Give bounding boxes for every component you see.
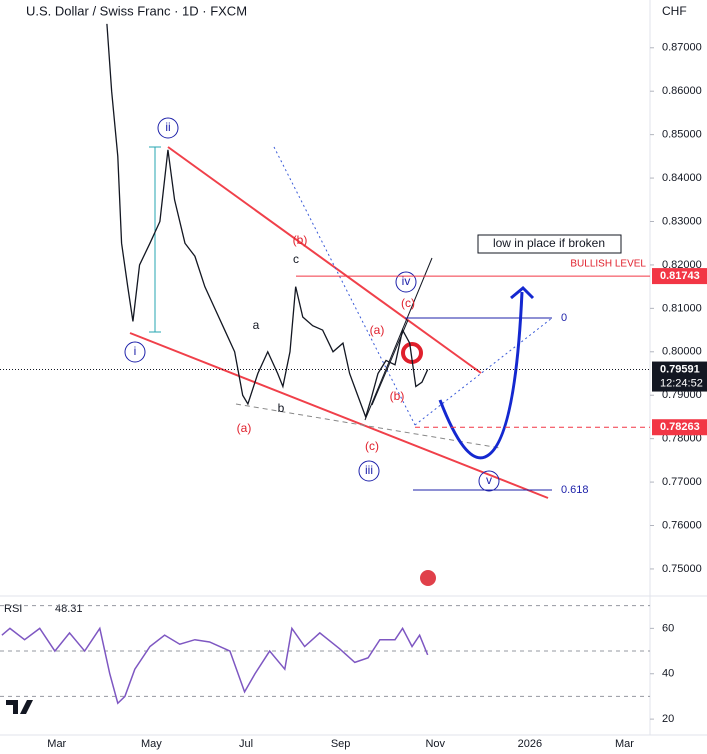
rsi-value: 48.31 [55, 603, 83, 615]
fib-label: 0.618 [561, 484, 589, 496]
x-tick-label: Mar [47, 738, 66, 750]
wave-label: v [486, 473, 492, 487]
wave-circle [124, 341, 146, 363]
y-tick-label: 60 [662, 622, 674, 634]
last-price-label: 0.79591 [660, 363, 700, 375]
dotted-line [414, 317, 553, 426]
wave-label: (b) [293, 233, 308, 247]
y-tick-label: 0.86000 [662, 85, 702, 97]
wave-label: c [293, 252, 299, 266]
y-tick-label: 0.79000 [662, 389, 702, 401]
fib-label: 0 [561, 312, 567, 324]
wave-label: (c) [401, 296, 415, 310]
wave-label: iv [402, 274, 411, 288]
upper-trendline [167, 146, 482, 374]
level-label: BULLISH LEVEL [570, 259, 646, 270]
wave-label: iii [365, 463, 373, 477]
x-tick-label: Sep [331, 738, 351, 750]
y-tick-label: 20 [662, 713, 674, 725]
level-label: 0.81743 [660, 270, 700, 282]
wave-circle [395, 271, 417, 293]
y-tick-label: 0.81000 [662, 302, 702, 314]
y-tick-label: 0.76000 [662, 519, 702, 531]
price-line [106, 23, 429, 419]
logo [6, 700, 33, 714]
x-tick-label: Jul [239, 738, 253, 750]
wave-circle [358, 460, 380, 482]
note-box [477, 234, 622, 254]
dotted-line [273, 146, 416, 426]
y-tick-label: 0.87000 [662, 42, 702, 54]
wave-circle [157, 117, 179, 139]
level-label: 0.78263 [660, 421, 700, 433]
projection-arrow [510, 285, 535, 300]
y-tick-label: 0.78000 [662, 433, 702, 445]
wave-label: (b) [390, 389, 405, 403]
y-tick-label: 0.85000 [662, 129, 702, 141]
wave-label: b [278, 401, 285, 415]
y-tick-label: 0.77000 [662, 476, 702, 488]
wave-circle [478, 470, 500, 492]
level-box [652, 419, 707, 436]
annotations: ii i iii iv v (b) c a b (a) (a) (c) (b) … [134, 120, 647, 496]
currency-label: CHF [662, 4, 687, 18]
rsi-title: RSI [4, 603, 22, 615]
projection-curve [438, 291, 524, 460]
level-box [652, 268, 707, 285]
wave-label: (a) [237, 421, 252, 435]
y-tick-label: 0.84000 [662, 172, 702, 184]
drawings [124, 117, 622, 499]
wave-label: i [134, 344, 137, 358]
chart-title: U.S. Dollar / Swiss Franc · 1D · FXCM [26, 3, 247, 18]
y-tick-label: 0.75000 [662, 563, 702, 575]
y-tick-label: 0.82000 [662, 259, 702, 271]
lower-trendline [129, 332, 549, 499]
x-tick-label: Nov [425, 738, 445, 750]
y-tick-label: 40 [662, 668, 674, 680]
wave-label: (a) [370, 323, 385, 337]
wave-label: (c) [365, 439, 379, 453]
x-tick-label: Mar [615, 738, 634, 750]
event-icon [420, 570, 436, 586]
note-text: low in place if broken [493, 236, 605, 250]
channel-line [364, 257, 433, 421]
wave-label: a [253, 318, 260, 332]
wave-label: ii [165, 120, 170, 134]
x-tick-label: May [141, 738, 162, 750]
rsi-line [1, 626, 429, 705]
x-tick-label: 2026 [518, 738, 542, 750]
y-tick-label: 0.80000 [662, 346, 702, 358]
last-price-box [652, 361, 707, 392]
y-tick-label: 0.83000 [662, 215, 702, 227]
countdown: 12:24:52 [660, 377, 703, 389]
